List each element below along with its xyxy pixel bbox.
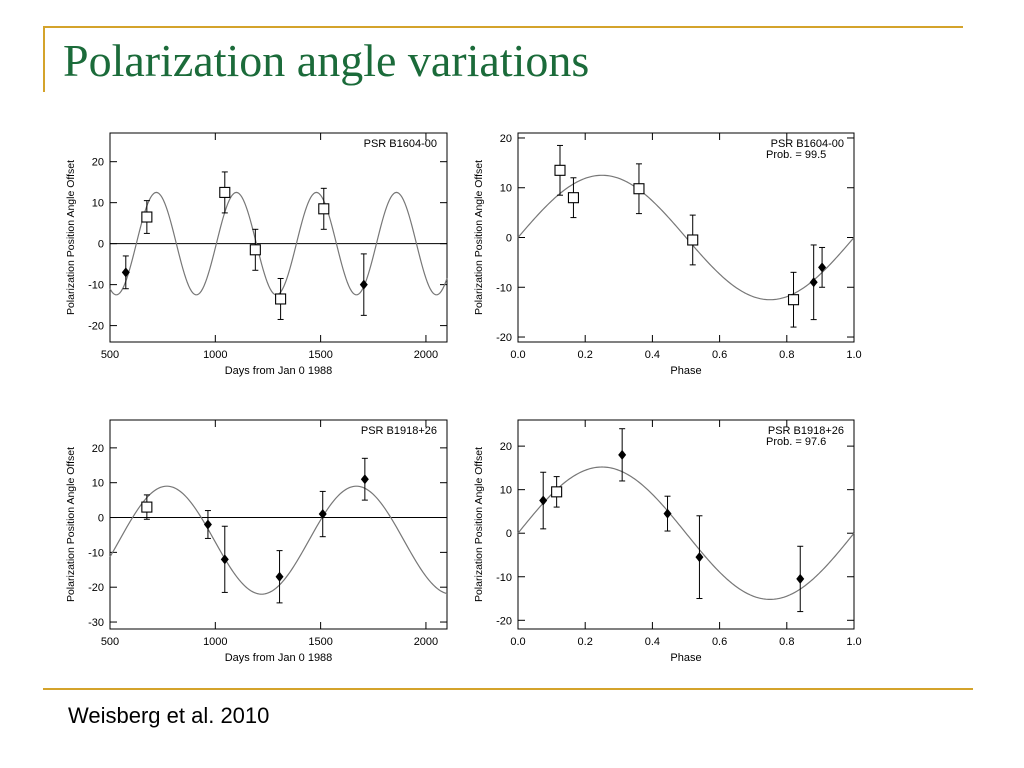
x-tick-label: 1.0 [846, 636, 861, 648]
data-point-diamond [121, 267, 130, 278]
y-tick-label: -10 [88, 547, 104, 559]
chart-b1918-days: 500 1000 1500 2000 20 10 0 -10 -20 -30 Days from J… [65, 419, 448, 664]
y-tick-label: -30 [88, 617, 104, 629]
chart-b1604-phase: 0.0 0.2 0.4 0.6 0.8 1.0 20 10 0 -10 -20 Phase Polari… [473, 132, 862, 377]
data-point-diamond [220, 554, 229, 565]
x-axis-label: Days from Jan 0 1988 [225, 365, 333, 377]
title-accent-line [43, 26, 45, 92]
y-tick-label: 20 [500, 133, 512, 145]
fit-curve [517, 466, 855, 600]
data-point-square [249, 244, 261, 256]
y-axis-label: Polarization Position Angle Offset [65, 160, 77, 315]
data-point-square [141, 211, 153, 223]
x-tick-label: 2000 [414, 349, 438, 361]
x-tick-label: 1500 [308, 349, 332, 361]
y-tick-label: 20 [500, 441, 512, 453]
y-tick-label: -20 [88, 582, 104, 594]
y-tick-label: 10 [92, 478, 104, 490]
data-point-diamond [818, 262, 827, 273]
y-tick-label: -20 [496, 615, 512, 627]
slide-title: Polarization angle variations [63, 35, 590, 86]
data-point-square [318, 203, 330, 215]
y-tick-label: 0 [98, 513, 104, 525]
x-tick-label: 0.6 [712, 349, 727, 361]
data-point-square [551, 486, 563, 498]
y-tick-label: -10 [496, 282, 512, 294]
x-axis-label: Days from Jan 0 1988 [225, 652, 333, 664]
data-point-square [787, 294, 800, 306]
data-point-diamond [695, 552, 704, 563]
y-tick-label: -20 [496, 332, 512, 344]
fit-curve [517, 174, 855, 301]
data-point-diamond [796, 573, 805, 584]
footer-rule [43, 688, 973, 690]
x-tick-label: 2000 [414, 636, 438, 648]
data-point-square [687, 234, 699, 246]
citation: Weisberg et al. 2010 [68, 703, 270, 728]
y-tick-label: 0 [506, 233, 512, 245]
y-axis-label: Polarization Position Angle Offset [65, 447, 77, 602]
y-tick-label: 10 [500, 485, 512, 497]
data-point-diamond [809, 277, 818, 288]
data-point-diamond [318, 509, 327, 520]
y-tick-label: 20 [92, 157, 104, 169]
x-tick-label: 0.2 [578, 636, 593, 648]
y-tick-label: -10 [496, 572, 512, 584]
chart-b1918-phase: 0.0 0.2 0.4 0.6 0.8 1.0 20 10 0 -10 -20 Phase Polari… [473, 419, 862, 664]
data-point-diamond [539, 495, 548, 506]
data-point-diamond [203, 519, 212, 530]
x-tick-label: 0.0 [510, 636, 525, 648]
pulsar-name: PSR B1918+26 [361, 425, 437, 437]
fit-curve [109, 485, 448, 595]
plot-frame [109, 419, 448, 630]
y-axis-label: Polarization Position Angle Offset [473, 447, 485, 602]
data-point-diamond [360, 474, 369, 485]
x-tick-label: 500 [101, 636, 119, 648]
y-axis-label: Polarization Position Angle Offset [473, 160, 485, 315]
x-tick-label: 1000 [203, 349, 227, 361]
x-tick-label: 1000 [203, 636, 227, 648]
plot-frame [517, 419, 855, 630]
data-point-diamond [663, 508, 672, 519]
y-tick-label: 0 [98, 239, 104, 251]
pulsar-name: PSR B1604-00 [771, 138, 844, 150]
y-tick-label: 10 [500, 183, 512, 195]
x-tick-label: 500 [101, 349, 119, 361]
data-point-diamond [275, 571, 284, 582]
x-tick-label: 0.4 [645, 636, 660, 648]
data-point-diamond [359, 279, 368, 290]
title-top-rule [43, 26, 963, 28]
x-tick-label: 1500 [308, 636, 332, 648]
x-tick-label: 0.4 [645, 349, 660, 361]
y-tick-label: 10 [92, 198, 104, 210]
data-point-square [567, 192, 579, 204]
y-tick-label: 20 [92, 443, 104, 455]
data-point-square [219, 186, 231, 198]
x-tick-label: 0.8 [779, 349, 794, 361]
plot-frame [109, 132, 448, 343]
data-point-diamond [618, 449, 627, 460]
probability-label: Prob. = 97.6 [766, 436, 826, 448]
probability-label: Prob. = 99.5 [766, 149, 826, 161]
data-point-square [141, 501, 153, 513]
x-axis-label: Phase [670, 365, 701, 377]
chart-b1604-days: 500 1000 1500 2000 20 10 0 -10 -20 Days from Jan … [65, 132, 448, 377]
x-tick-label: 0.8 [779, 636, 794, 648]
x-tick-label: 0.2 [578, 349, 593, 361]
y-tick-label: -20 [88, 321, 104, 333]
data-point-square [633, 183, 645, 195]
x-tick-label: 0.6 [712, 636, 727, 648]
x-tick-label: 1.0 [846, 349, 861, 361]
data-point-square [554, 164, 566, 176]
y-tick-label: -10 [88, 280, 104, 292]
pulsar-name: PSR B1604-00 [364, 138, 437, 150]
x-axis-label: Phase [670, 652, 701, 664]
x-tick-label: 0.0 [510, 349, 525, 361]
y-tick-label: 0 [506, 528, 512, 540]
pulsar-name: PSR B1918+26 [768, 425, 844, 437]
data-point-square [275, 293, 287, 305]
